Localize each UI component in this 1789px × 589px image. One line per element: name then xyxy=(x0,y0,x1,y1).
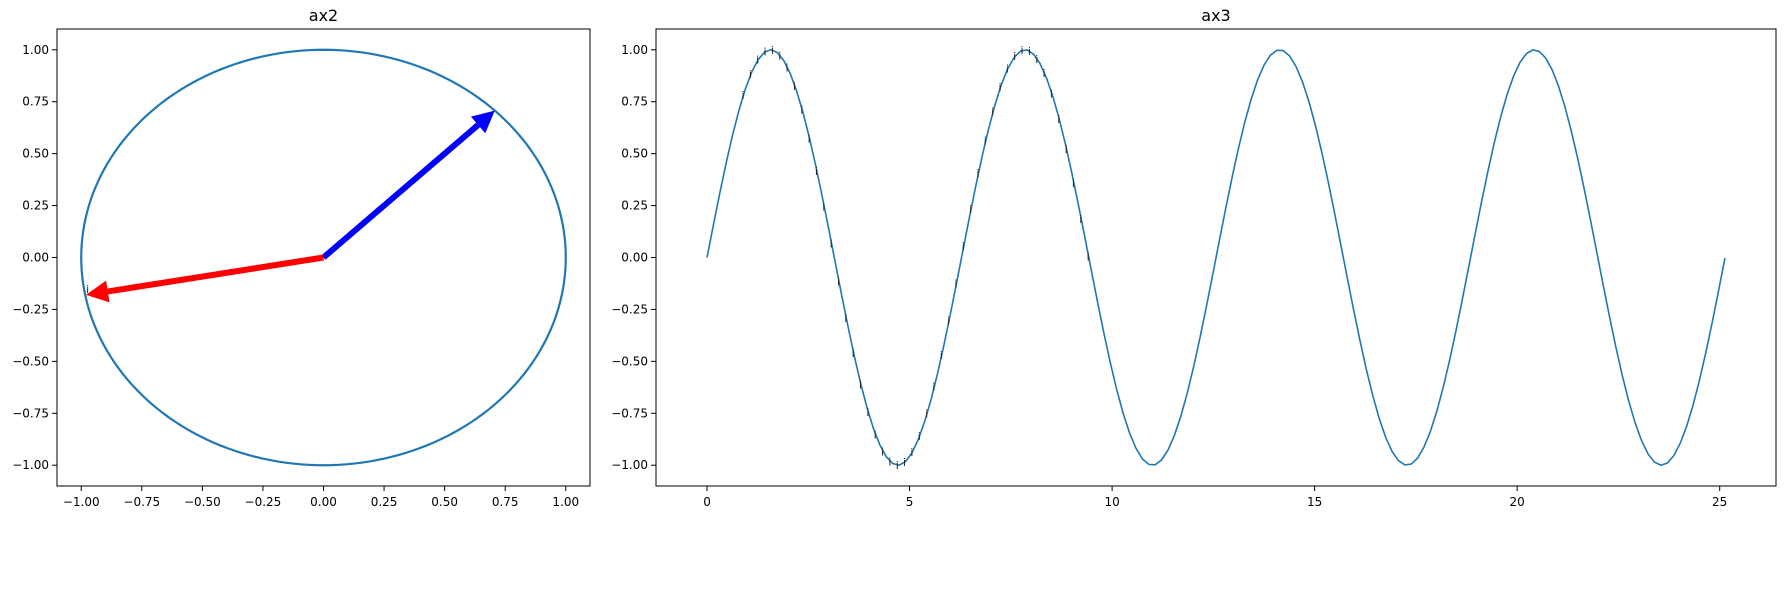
point-label: i xyxy=(866,406,869,419)
x-tick-label: 10 xyxy=(1104,495,1119,509)
y-tick-label: 0.00 xyxy=(621,251,648,265)
ax2-frame xyxy=(56,28,591,487)
point-label: i xyxy=(1079,213,1082,226)
point-label: i xyxy=(969,203,972,216)
point-label: i xyxy=(984,134,987,147)
x-tick-label: 0.50 xyxy=(431,495,458,509)
point-label: i xyxy=(837,275,840,288)
ax3-panel: ax3 0 5 10 15 20 25 −1.00 −0.75 −0.50 −0.25 0.00 0.… xyxy=(611,6,1777,509)
y-tick-label: 0.25 xyxy=(621,199,648,213)
point-label: i xyxy=(874,429,877,442)
point-label: i xyxy=(756,54,759,67)
point-label: i xyxy=(844,312,847,325)
point-label: i xyxy=(1013,50,1016,63)
point-label: i xyxy=(778,50,781,63)
y-tick-label: −0.75 xyxy=(611,406,648,420)
point-label: i xyxy=(925,408,928,421)
point-label: i xyxy=(881,445,884,458)
point-label: i xyxy=(786,62,789,75)
ax2-title: ax2 xyxy=(309,6,338,25)
point-label: i xyxy=(896,459,899,472)
x-tick-label: 25 xyxy=(1712,495,1727,509)
x-tick-label: 0.75 xyxy=(492,495,519,509)
point-label: i xyxy=(1050,87,1053,100)
x-tick-label: 0 xyxy=(703,495,711,509)
point-label: i xyxy=(1006,63,1009,76)
x-tick-label: 15 xyxy=(1307,495,1322,509)
point-label: i xyxy=(830,238,833,251)
circle-series xyxy=(80,48,567,467)
x-tick-label: −1.00 xyxy=(63,495,100,509)
point-label: i xyxy=(903,456,906,469)
y-tick-label: −0.50 xyxy=(12,354,49,368)
point-label: i xyxy=(1021,44,1024,57)
ax3-title: ax3 xyxy=(1201,6,1230,25)
x-tick-label: −0.75 xyxy=(123,495,160,509)
point-label: i xyxy=(1043,67,1046,80)
point-label: i xyxy=(976,167,979,180)
point-label: i xyxy=(822,201,825,214)
point-label: i xyxy=(932,380,935,393)
point-label: i xyxy=(918,430,921,443)
point-label: i xyxy=(1057,113,1060,126)
arrow-head xyxy=(86,280,110,303)
y-tick-label: −1.00 xyxy=(12,458,49,472)
point-label: i xyxy=(741,89,744,102)
point-label: i xyxy=(859,379,862,392)
point-label: i xyxy=(940,349,943,362)
point-label: i xyxy=(1087,251,1090,264)
x-tick-label: 0.25 xyxy=(371,495,398,509)
ax2-plot-area: −1.00 −0.75 −0.50 −0.25 0.00 0.25 0.50 0.75 1.00… xyxy=(12,43,579,509)
point-label: i xyxy=(888,456,891,469)
point-label: i xyxy=(771,44,774,57)
point-label: i xyxy=(998,81,1001,94)
y-tick-label: 1.00 xyxy=(22,43,49,57)
point-label: i xyxy=(1035,53,1038,66)
y-tick-label: −0.25 xyxy=(611,302,648,316)
point-label: i xyxy=(954,278,957,291)
point-label: i xyxy=(852,347,855,360)
arrow-shaft xyxy=(107,254,324,295)
y-tick-label: 0.25 xyxy=(22,199,49,213)
y-tick-label: 0.50 xyxy=(22,147,49,161)
x-tick-label: −0.25 xyxy=(245,495,282,509)
point-label: i xyxy=(962,240,965,253)
x-tick-label: 0.00 xyxy=(310,495,337,509)
y-tick-label: 1.00 xyxy=(621,43,648,57)
point-label: i xyxy=(991,105,994,118)
ax3-plot-area: 0 5 10 15 20 25 −1.00 −0.75 −0.50 −0.25 0.00 0.25 0.… xyxy=(611,43,1727,509)
point-label: i xyxy=(86,283,89,296)
point-label: i xyxy=(947,314,950,327)
ax2-panel: ax2 −1.00 −0.75 −0.50 −0.25 0.00 0.25 0.50 0.75… xyxy=(12,6,591,509)
y-tick-label: 0.75 xyxy=(621,95,648,109)
y-tick-label: −0.75 xyxy=(12,406,49,420)
arrow-head xyxy=(470,110,495,134)
y-tick-label: −0.25 xyxy=(12,302,49,316)
ax3-frame xyxy=(655,28,1777,487)
x-tick-label: 5 xyxy=(906,495,914,509)
point-label: i xyxy=(808,132,811,145)
x-tick-label: 1.00 xyxy=(552,495,579,509)
sine-series xyxy=(706,48,1726,467)
y-tick-label: 0.50 xyxy=(621,147,648,161)
x-tick-label: 20 xyxy=(1510,495,1525,509)
point-label: i xyxy=(1028,45,1031,58)
y-tick-label: 0.75 xyxy=(22,95,49,109)
point-label: i xyxy=(1065,143,1068,156)
arrow-shaft xyxy=(321,122,481,260)
y-tick-label: 0.00 xyxy=(22,251,49,265)
point-label: i xyxy=(815,165,818,178)
point-label: i xyxy=(764,45,767,58)
y-tick-label: −0.50 xyxy=(611,354,648,368)
point-label: i xyxy=(800,104,803,117)
point-label: i xyxy=(910,446,913,459)
point-label: i xyxy=(1072,177,1075,190)
y-tick-label: −1.00 xyxy=(611,458,648,472)
point-label: i xyxy=(793,80,796,93)
point-label: i xyxy=(749,68,752,81)
x-tick-label: −0.50 xyxy=(184,495,221,509)
